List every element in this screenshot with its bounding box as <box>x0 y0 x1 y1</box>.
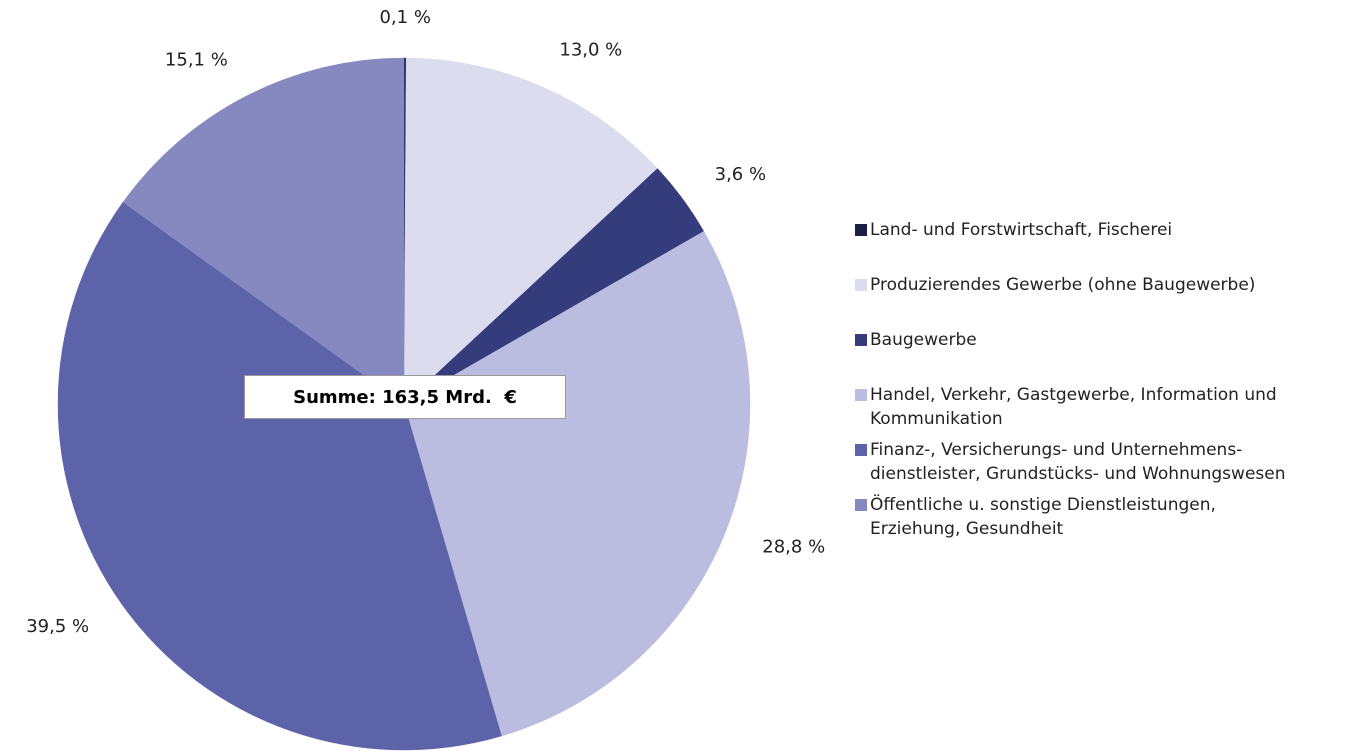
data-label: 13,0 % <box>559 40 622 61</box>
legend-label: Produzierendes Gewerbe (ohne Baugewerbe) <box>870 275 1256 295</box>
legend-item: Baugewerbe <box>855 328 1325 352</box>
legend-swatch <box>855 224 867 236</box>
legend-item: Handel, Verkehr, Gastgewerbe, Informatio… <box>855 383 1325 431</box>
pie-slice <box>57 201 502 751</box>
annotation: Summe: 163,5 Mrd. € <box>244 375 566 419</box>
pie-slice <box>403 230 751 737</box>
legend-item: Öffentliche u. sonstige Dienstleistungen… <box>855 493 1325 541</box>
data-label: 0,1 % <box>379 7 430 28</box>
data-label: 3,6 % <box>715 164 766 185</box>
data-label: 28,8 % <box>762 537 825 558</box>
legend-item: Finanz-, Versicherungs- und Unternehmens… <box>855 438 1325 486</box>
legend-label: Öffentliche u. sonstige Dienstleistungen… <box>870 495 1216 539</box>
pie-slice <box>403 57 658 405</box>
legend-swatch <box>855 334 867 346</box>
pie-slice <box>122 57 405 405</box>
data-label: 39,5 % <box>26 616 89 637</box>
data-label: 15,1 % <box>165 50 228 71</box>
legend-item: Land- und Forstwirtschaft, Fischerei <box>855 218 1325 242</box>
legend-label: Handel, Verkehr, Gastgewerbe, Informatio… <box>870 385 1277 429</box>
legend-item: Produzierendes Gewerbe (ohne Baugewerbe) <box>855 273 1325 297</box>
legend-label: Baugewerbe <box>870 330 977 350</box>
legend-swatch <box>855 499 867 511</box>
legend-label: Land- und Forstwirtschaft, Fischerei <box>870 220 1173 240</box>
legend-swatch <box>855 279 867 291</box>
legend-label: Finanz-, Versicherungs- und Unternehmens… <box>870 440 1286 484</box>
legend-swatch <box>855 444 867 456</box>
legend-swatch <box>855 389 867 401</box>
